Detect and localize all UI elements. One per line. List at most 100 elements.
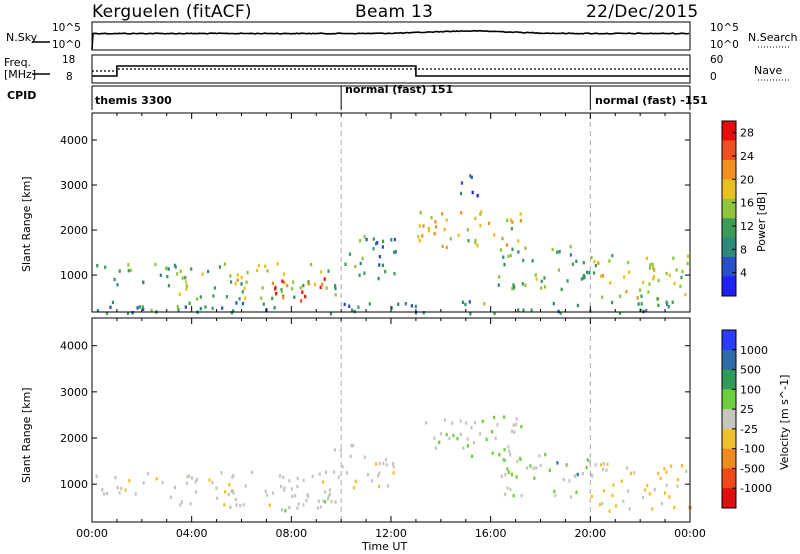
power-ytick-label-0: 1000 [60, 269, 88, 282]
power-cell [474, 238, 477, 243]
velocity-cell [625, 466, 628, 470]
velocity-cell [211, 480, 214, 485]
power-cell [300, 299, 303, 303]
velocity-cell [333, 448, 336, 452]
velocity-cell [510, 472, 513, 477]
power-cell [179, 269, 182, 273]
velocity-cell [493, 415, 496, 420]
velocity-ytick-label-3: 4000 [60, 340, 88, 353]
velocity-cell [173, 485, 176, 490]
power-cell [104, 265, 107, 269]
power-cell [443, 227, 446, 232]
power-cell [673, 281, 676, 286]
power-cell [502, 255, 505, 259]
power-cell [686, 261, 689, 266]
velocity-cell [296, 476, 299, 481]
power-cell [684, 292, 687, 297]
power-cell [601, 295, 604, 299]
power-cell [466, 228, 469, 232]
time-xlabel: Time UT [362, 540, 408, 553]
velocity-cell [612, 483, 615, 487]
power-cell [464, 302, 467, 307]
power-cell [487, 221, 491, 225]
velocity-cell [116, 485, 119, 490]
velocity-cell [506, 486, 509, 490]
power-cell [557, 309, 560, 314]
power-cell [410, 304, 413, 308]
power-cell [96, 309, 99, 313]
power-cell [207, 269, 210, 274]
power-cell [404, 302, 407, 306]
power-cell [506, 218, 509, 222]
velocity-cell [327, 494, 330, 498]
power-cell [264, 264, 267, 268]
power-cell [240, 275, 243, 280]
power-cell [636, 296, 639, 300]
power-cell [530, 308, 533, 312]
power-cell [651, 262, 654, 266]
velocity-cell [525, 466, 529, 470]
power-cell [471, 190, 474, 195]
power-cell [199, 306, 202, 311]
power-cell [600, 274, 603, 278]
power-cell [469, 174, 472, 178]
power-cell [524, 246, 527, 250]
velocity-cell [608, 509, 611, 513]
velocity-cell [215, 486, 218, 490]
velocity-frame [91, 317, 691, 523]
velocity-cell [491, 451, 494, 455]
velocity-cell [349, 454, 352, 459]
power-cell [505, 243, 509, 247]
power-cell [535, 277, 538, 281]
velocity-cell [134, 492, 137, 496]
power-cell [557, 268, 561, 272]
power-cell [292, 280, 295, 284]
velocity-cell [294, 494, 297, 498]
site-title: Kerguelen (fitACF) [92, 2, 252, 22]
power-cell [343, 302, 346, 307]
velocity-cell [161, 480, 164, 485]
time-xtick-label-2: 08:00 [275, 527, 307, 540]
power-cell [325, 286, 328, 290]
velocity-cell [196, 477, 199, 482]
nsky-tick-bottom: 10^0 [52, 39, 81, 51]
velocity-cell [319, 505, 322, 509]
velocity-cell [227, 492, 230, 497]
power-cell [468, 300, 471, 304]
power-cell [509, 253, 512, 258]
velocity-cell [689, 505, 693, 510]
velocity-cell [288, 479, 291, 483]
power-cell [381, 245, 384, 249]
power-cell [257, 263, 260, 268]
power-cell [656, 297, 659, 301]
velocity-cell [627, 489, 630, 493]
power-colorbar-swatch-5 [722, 218, 736, 239]
power-cell [531, 259, 534, 263]
power-cell [283, 272, 286, 276]
velocity-cell [296, 484, 299, 489]
power-cell [390, 238, 393, 242]
velocity-cell [515, 417, 518, 421]
power-cell [190, 267, 193, 271]
power-cell [681, 269, 684, 274]
power-cell [435, 225, 438, 229]
power-cell [365, 237, 368, 242]
power-cell [378, 263, 381, 267]
power-cell [627, 260, 630, 265]
power-cell [359, 239, 362, 243]
power-cell [241, 301, 245, 306]
power-cell [238, 297, 241, 301]
power-colorbar-swatch-0 [722, 121, 736, 141]
velocity-cell [228, 483, 231, 487]
velocity-cell [503, 448, 506, 452]
velocity-cell [591, 474, 594, 478]
power-cell [138, 305, 141, 309]
velocity-cell [354, 479, 357, 484]
power-cell [378, 255, 381, 259]
velocity-cell [155, 477, 158, 481]
power-cell [351, 308, 354, 312]
power-cell [611, 253, 614, 258]
velocity-cell [339, 448, 342, 453]
power-cell [236, 273, 239, 277]
power-ytick-label-3: 4000 [60, 134, 88, 147]
